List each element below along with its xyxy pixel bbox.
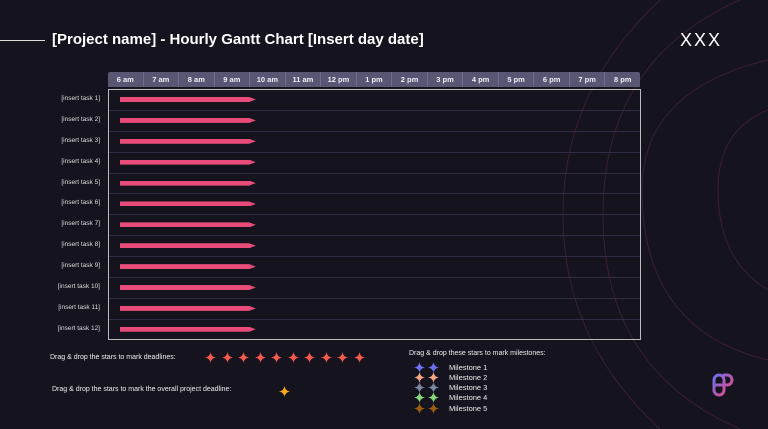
task-label: [insert task 6] [61, 199, 100, 207]
star-icon[interactable] [414, 361, 425, 373]
task-row [109, 215, 640, 237]
task-row [109, 153, 640, 174]
task-bar[interactable] [120, 222, 256, 228]
brand-logo-icon [712, 373, 734, 397]
milestone-legend-item: Milestone 4 [414, 392, 488, 404]
star-icon[interactable] [414, 371, 425, 383]
hour-column-header: 4 pm [463, 72, 499, 87]
task-label: [insert task 11] [58, 303, 100, 311]
task-row [109, 299, 640, 320]
task-row [109, 320, 640, 341]
task-label: [insert task 2] [61, 115, 100, 123]
task-bar[interactable] [120, 138, 256, 144]
task-bar[interactable] [120, 264, 256, 270]
task-bar[interactable] [120, 285, 256, 291]
project-deadline-label: Drag & drop the stars to mark the overal… [52, 386, 232, 393]
hour-column-header: 1 pm [357, 72, 393, 87]
milestone-label: Milestone 3 [449, 383, 488, 393]
task-row [109, 236, 640, 258]
decorative-x-marks: XXX [680, 30, 723, 50]
hour-header: 6 am 7 am 8 am 9 am 10 am 11 am 12 pm 1 pm 2 pm 3… [108, 72, 640, 87]
task-row [109, 90, 640, 111]
hour-column-header: 6 pm [534, 72, 570, 87]
hour-column-header: 8 am [179, 72, 215, 87]
task-bar[interactable] [120, 243, 256, 249]
task-row [109, 111, 640, 132]
project-deadline-star[interactable] [279, 384, 290, 402]
star-icon[interactable] [428, 371, 439, 383]
task-label: [insert task 1] [61, 95, 100, 102]
task-label: [insert task 12] [57, 324, 100, 332]
hour-column-header: 3 pm [428, 72, 464, 87]
hour-column-header: 7 am [144, 72, 180, 87]
task-bar[interactable] [120, 159, 256, 165]
star-icon[interactable] [304, 352, 315, 363]
task-label: [insert task 3] [61, 136, 100, 144]
star-icon[interactable] [279, 386, 290, 397]
hour-column-header: 8 pm [613, 75, 632, 84]
star-icon[interactable] [254, 352, 266, 363]
deadline-stars [205, 352, 365, 363]
page-title: [Project name] - Hourly Gantt Chart [Ins… [52, 31, 424, 48]
milestones-label: Drag & drop these stars to mark mileston… [409, 350, 546, 357]
star-icon[interactable] [320, 352, 332, 363]
task-label: [insert task 4] [61, 157, 100, 165]
hour-column-header: 10 am [250, 72, 286, 87]
star-icon[interactable] [337, 352, 348, 363]
hour-column-header: 7 pm [570, 72, 606, 87]
star-icon[interactable] [428, 392, 439, 404]
task-bar[interactable] [120, 305, 256, 311]
task-bar[interactable] [120, 117, 256, 123]
task-row [109, 194, 640, 216]
task-labels: [insert task 1] [insert task 2] [insert ta… [0, 89, 100, 340]
task-bar[interactable] [120, 326, 256, 332]
task-bar[interactable] [120, 180, 256, 186]
gantt-grid [108, 89, 641, 340]
milestone-legend-item: Milestone 2 [414, 371, 488, 383]
task-row [109, 132, 640, 153]
star-icon[interactable] [238, 352, 249, 363]
milestone-label: Milestone 4 [449, 393, 488, 403]
milestone-legend-item: Milestone 1 [414, 361, 488, 373]
milestone-label: Milestone 5 [449, 403, 488, 413]
star-icon[interactable] [205, 352, 216, 363]
star-icon[interactable] [428, 382, 439, 394]
star-icon[interactable] [414, 382, 425, 394]
star-icon[interactable] [287, 352, 299, 363]
hour-column-header: 5 pm [499, 72, 535, 87]
star-icon[interactable] [221, 352, 233, 363]
star-icon[interactable] [414, 392, 425, 404]
task-label: [insert task 5] [61, 178, 100, 186]
title-rule [0, 40, 45, 41]
task-row [109, 174, 640, 195]
star-icon[interactable] [414, 402, 425, 414]
star-icon[interactable] [428, 361, 439, 373]
hour-column-header: 9 am [215, 72, 251, 87]
task-bar[interactable] [120, 97, 256, 102]
task-label: [insert task 10] [57, 283, 100, 291]
milestone-label: Milestone 2 [449, 372, 488, 382]
task-row [109, 257, 640, 279]
deadlines-label: Drag & drop the stars to mark deadlines: [50, 354, 176, 361]
milestone-label: Milestone 1 [449, 362, 488, 372]
task-label: [insert task 8] [61, 241, 100, 249]
star-icon[interactable] [353, 352, 365, 363]
star-icon[interactable] [428, 402, 439, 414]
milestone-legend-item: Milestone 3 [414, 382, 488, 394]
hour-column-header: 11 am [286, 72, 322, 87]
hour-column-header: 2 pm [392, 72, 428, 87]
milestone-legend-item: Milestone 5 [414, 402, 488, 414]
task-label: [insert task 9] [61, 262, 100, 270]
hour-column-header: 6 am [108, 72, 144, 87]
hour-column-header: 12 pm [321, 72, 357, 87]
task-label: [insert task 7] [61, 220, 100, 228]
task-row [109, 278, 640, 299]
task-bar[interactable] [120, 201, 256, 207]
star-icon[interactable] [271, 352, 282, 363]
